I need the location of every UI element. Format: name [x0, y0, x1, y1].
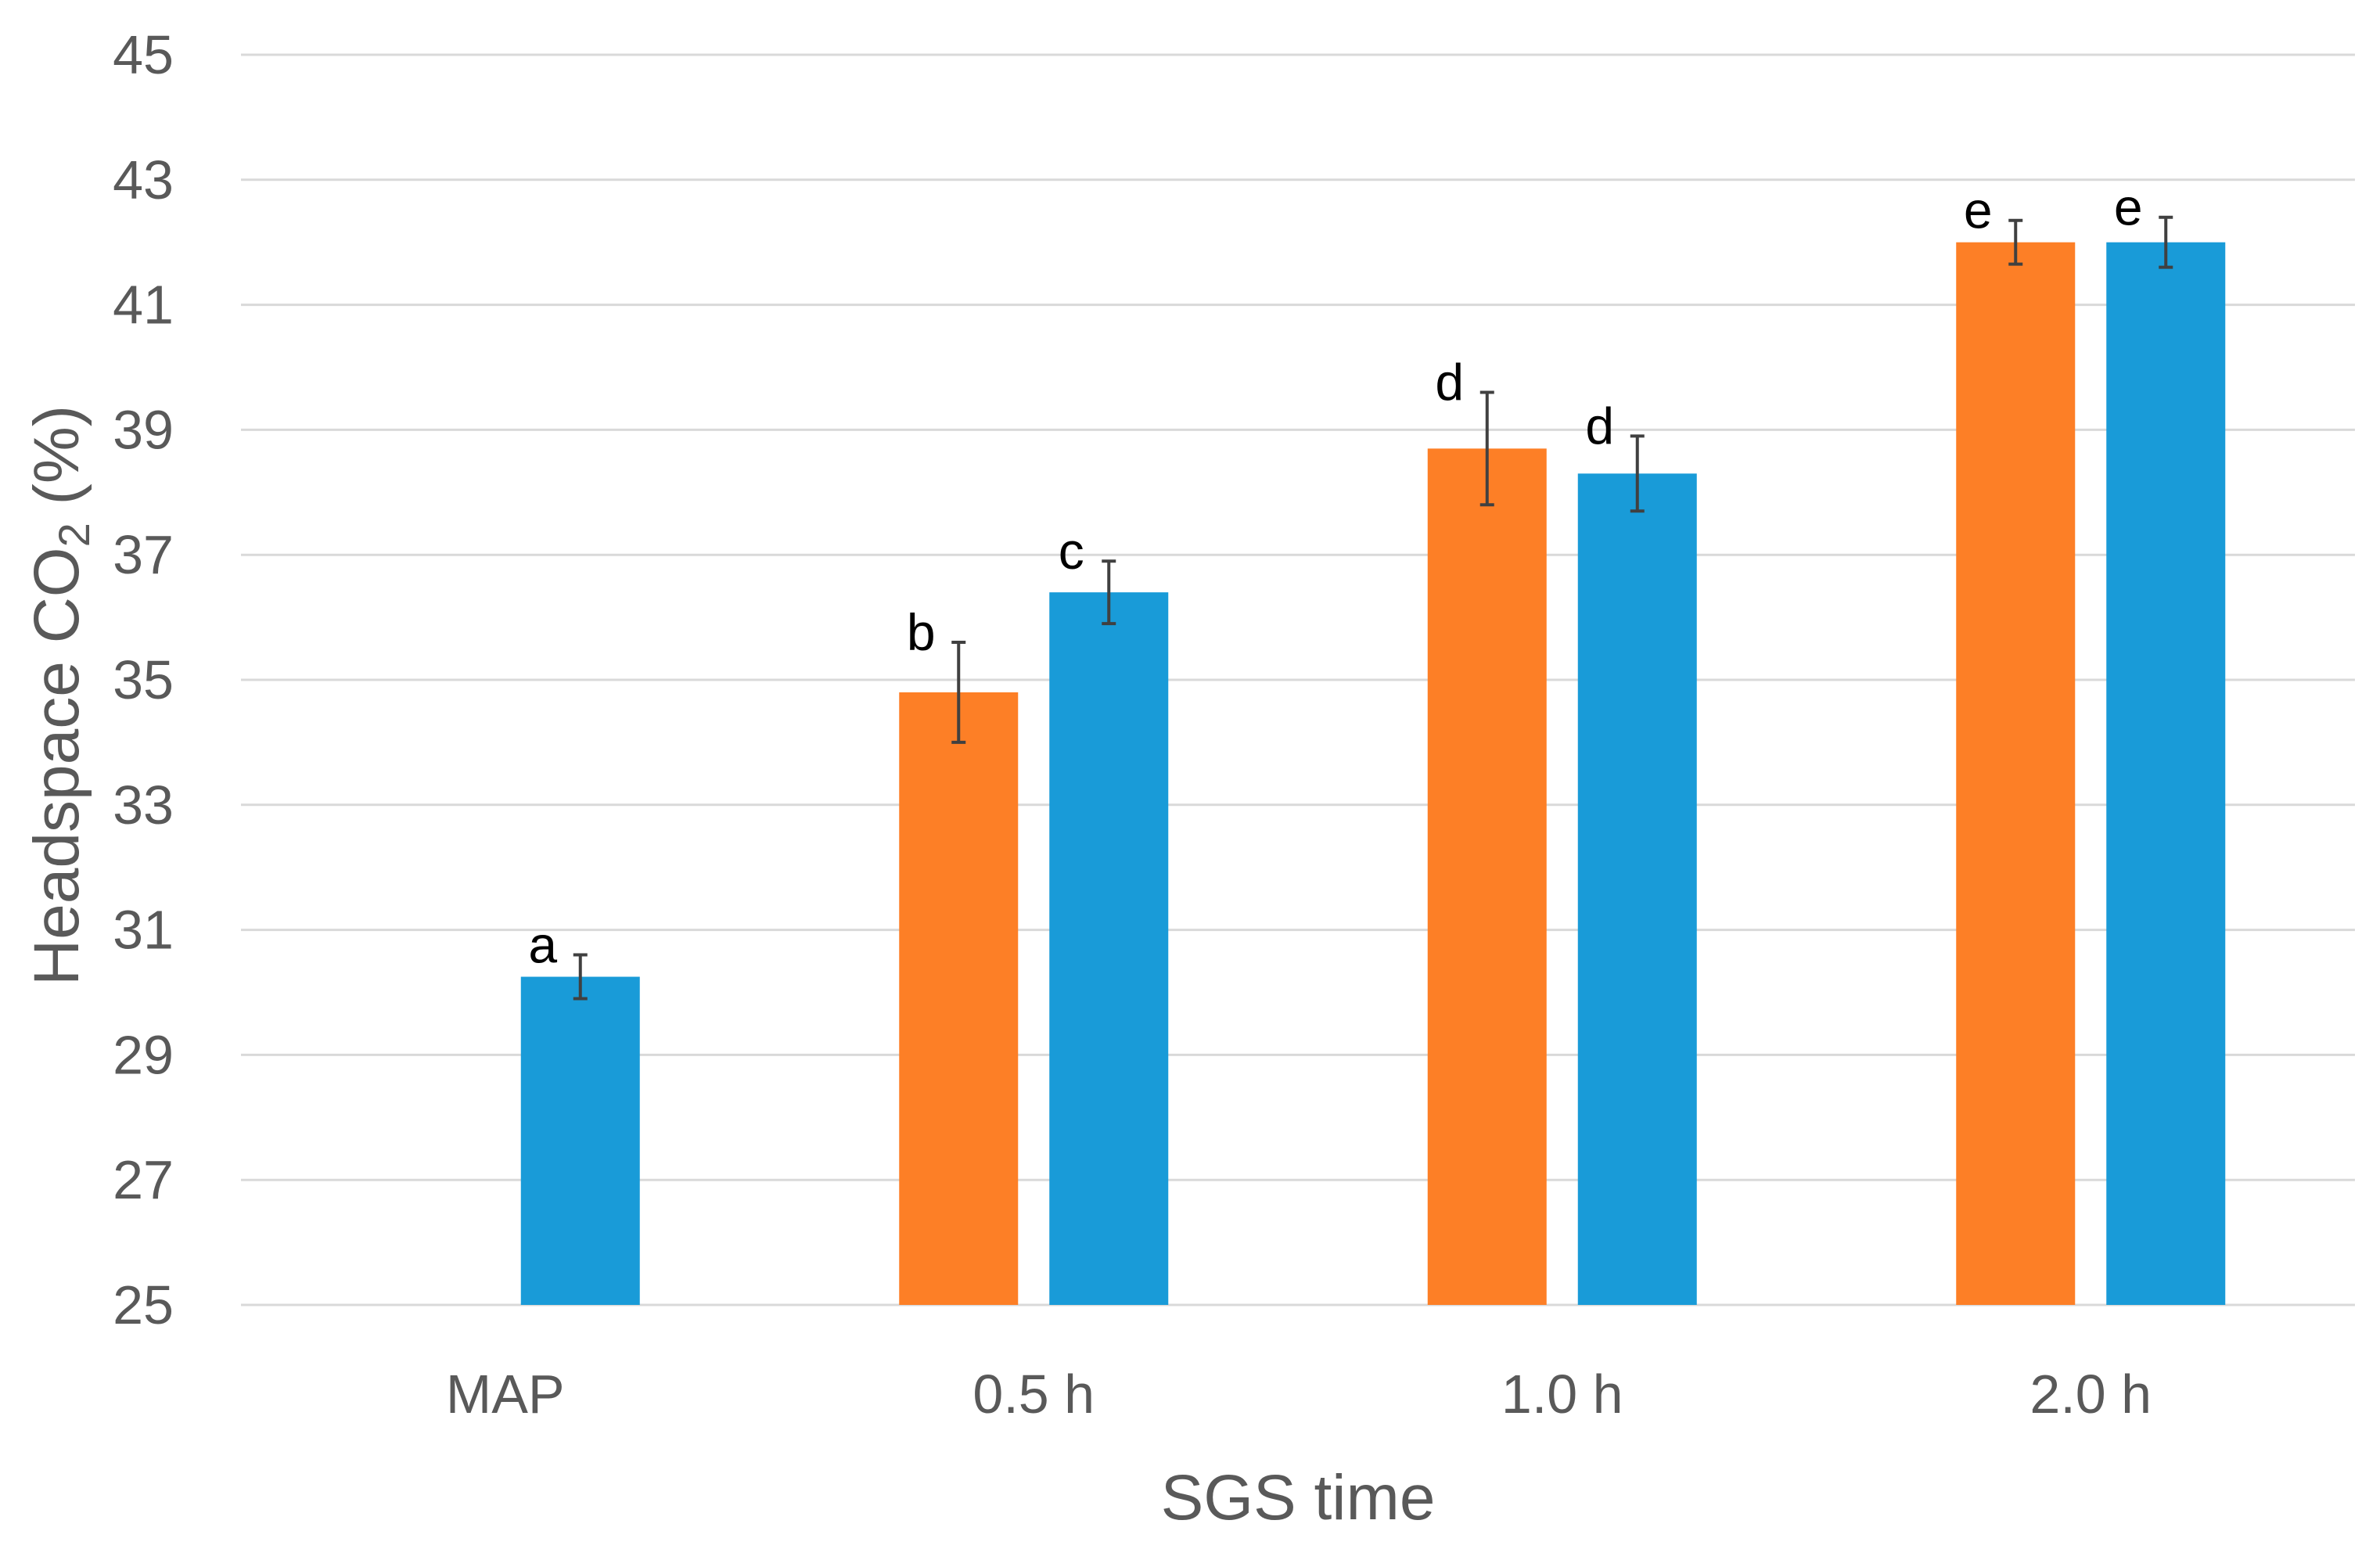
x-tick-label-map: MAP [446, 1364, 565, 1425]
x-tick-label-1-0-h: 1.0 h [1501, 1364, 1623, 1425]
y-tick-label-25: 25 [113, 1274, 174, 1335]
bar-series-orange-3 [1956, 242, 2076, 1306]
y-axis-title-suffix: (%) [21, 405, 92, 523]
bar-series-blue-1 [1049, 592, 1169, 1305]
y-tick-label-39: 39 [113, 399, 174, 460]
significance-letter-series-blue-1: c [1059, 522, 1084, 580]
y-tick-label-35: 35 [113, 649, 174, 710]
significance-letter-series-blue-3: e [2114, 178, 2143, 236]
error-bars [573, 215, 2173, 1001]
y-tick-label-33: 33 [113, 774, 174, 836]
significance-letter-series-blue-2: d [1585, 397, 1614, 455]
y-axis-title-subscript: 2 [49, 523, 99, 547]
significance-letter-series-orange-1: b [907, 603, 936, 661]
bar-series-blue-2 [1577, 473, 1697, 1305]
y-tick-label-45: 45 [113, 24, 174, 85]
y-tick-label-41: 41 [113, 275, 174, 336]
x-tick-label-0-5-h: 0.5 h [972, 1364, 1095, 1425]
bar-series-orange-2 [1427, 448, 1547, 1305]
y-tick-label-37: 37 [113, 524, 174, 585]
significance-letter-series-orange-2: d [1435, 353, 1464, 411]
y-tick-label-43: 43 [113, 149, 174, 210]
y-tick-label-29: 29 [113, 1024, 174, 1085]
x-tick-label-2-0-h: 2.0 h [2029, 1364, 2152, 1425]
bar-series-blue-3 [2106, 242, 2226, 1306]
significance-letter-series-blue-0: a [528, 916, 557, 974]
bar-series-blue-0 [520, 976, 640, 1305]
significance-letters: a b c d d e e [528, 178, 2142, 974]
x-axis-ticks: MAP 0.5 h 1.0 h 2.0 h [446, 1364, 2152, 1425]
bars [520, 242, 2226, 1306]
significance-letter-series-orange-3: e [1964, 181, 1993, 239]
y-axis-title: Headspace CO2 (%) [21, 405, 99, 986]
bar-series-orange-1 [899, 692, 1019, 1305]
y-axis-title-prefix: Headspace CO [21, 547, 92, 986]
x-axis-title: SGS time [1161, 1462, 1436, 1533]
y-tick-label-27: 27 [113, 1149, 174, 1210]
y-tick-label-31: 31 [113, 900, 174, 961]
y-axis-ticks: 25 27 29 31 33 35 37 39 41 43 45 [113, 24, 174, 1335]
